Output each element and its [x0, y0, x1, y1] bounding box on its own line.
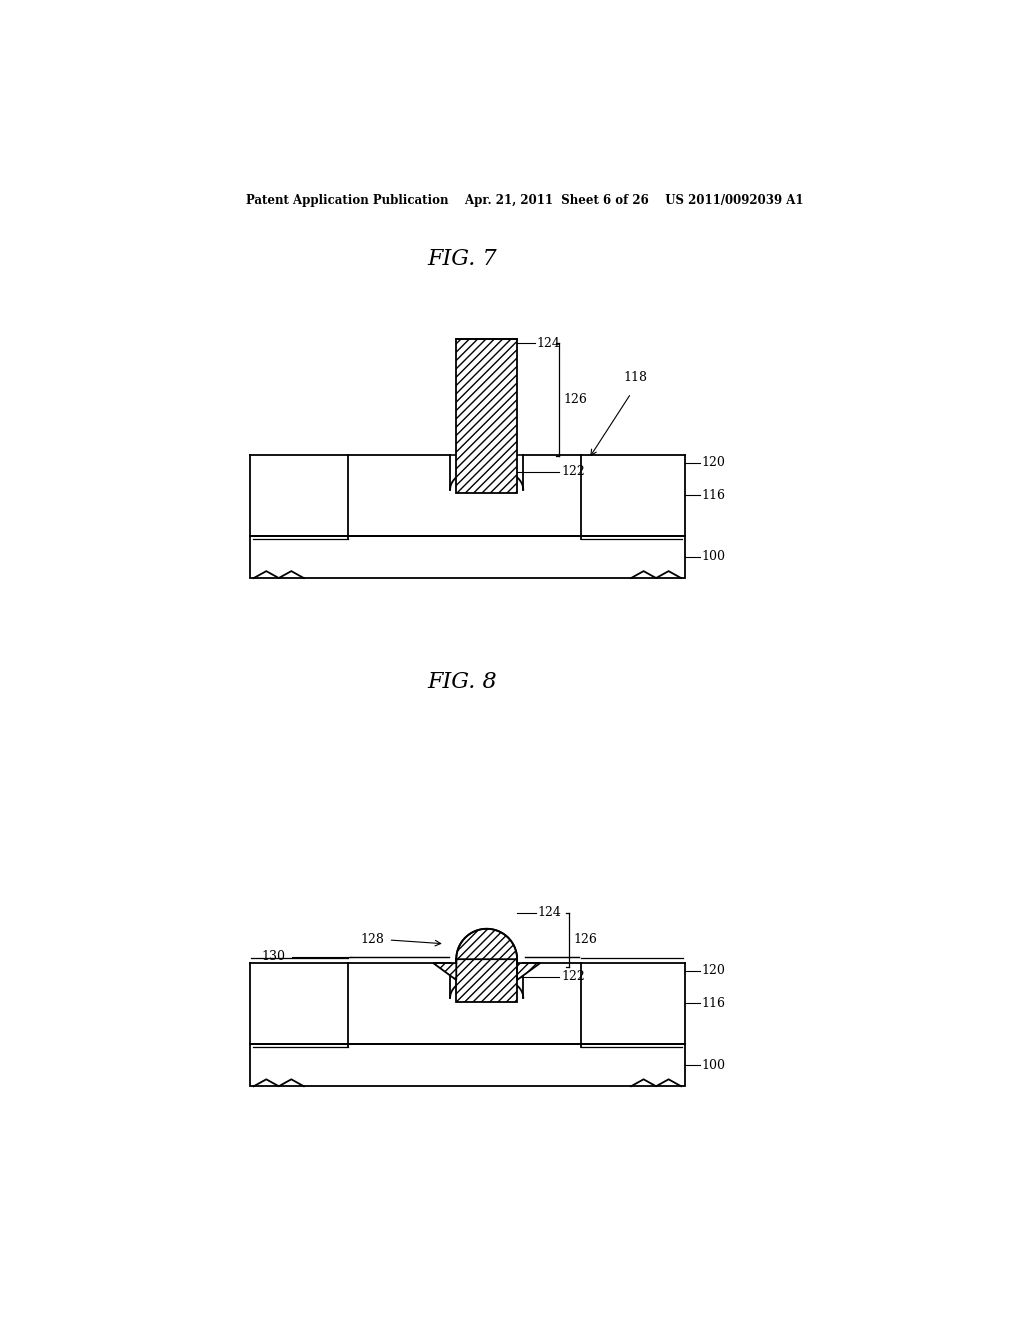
Text: 116: 116: [701, 488, 726, 502]
Text: Patent Application Publication    Apr. 21, 2011  Sheet 6 of 26    US 2011/009203: Patent Application Publication Apr. 21, …: [246, 194, 804, 207]
Text: 120: 120: [701, 455, 726, 469]
Text: 130: 130: [261, 950, 286, 964]
Text: FIG. 8: FIG. 8: [427, 671, 497, 693]
Bar: [457, 960, 517, 1002]
Text: FIG. 7: FIG. 7: [427, 248, 497, 269]
Text: 118: 118: [624, 371, 647, 384]
Polygon shape: [433, 960, 457, 979]
Text: 128: 128: [360, 933, 385, 946]
Text: 126: 126: [563, 393, 587, 407]
Text: 116: 116: [701, 997, 726, 1010]
Bar: [250, 1044, 685, 1086]
Polygon shape: [457, 929, 517, 960]
Text: 124: 124: [538, 907, 562, 920]
Bar: [457, 339, 517, 494]
Text: 122: 122: [561, 970, 585, 983]
Text: 100: 100: [701, 1059, 726, 1072]
Text: 126: 126: [573, 933, 597, 946]
Polygon shape: [517, 960, 541, 979]
Text: 120: 120: [701, 964, 726, 977]
Text: 122: 122: [561, 465, 585, 478]
Text: 124: 124: [537, 337, 560, 350]
Bar: [250, 536, 685, 578]
Text: 100: 100: [701, 550, 726, 564]
